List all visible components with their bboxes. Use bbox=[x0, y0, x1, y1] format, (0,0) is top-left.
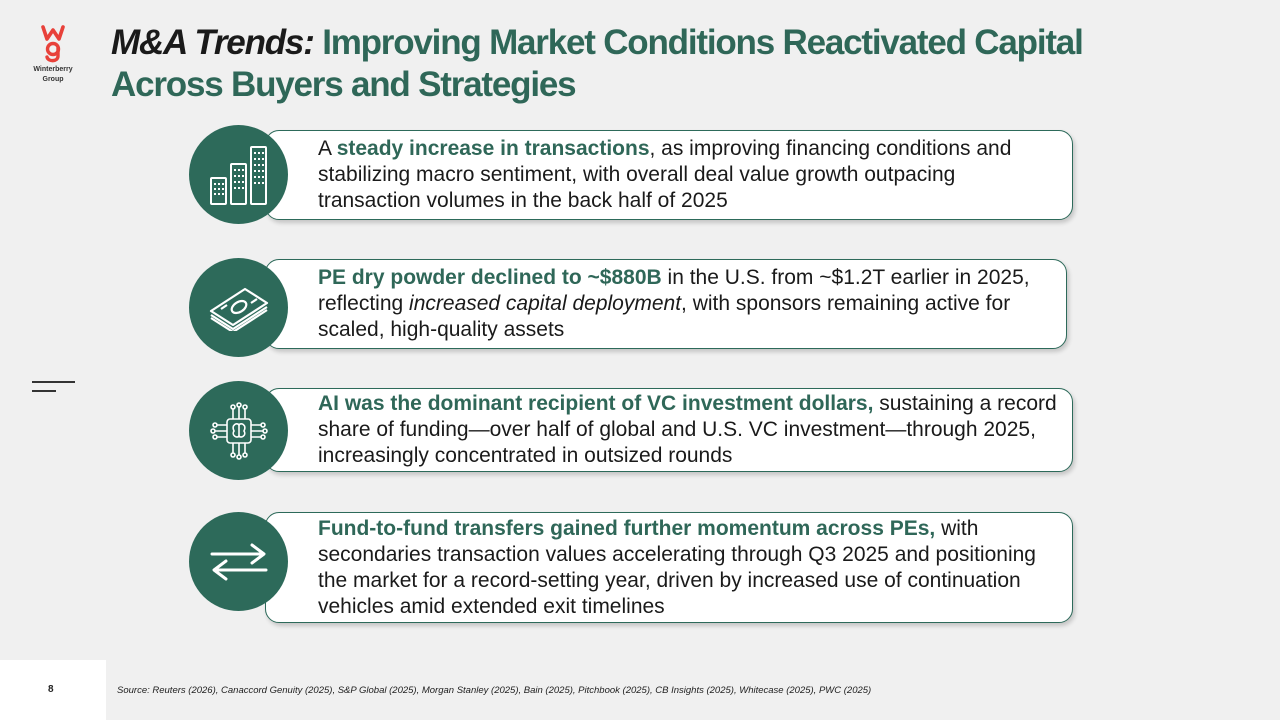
trend-italic: increased capital deployment bbox=[409, 292, 682, 315]
trend-icon-circle bbox=[189, 381, 288, 480]
trend-text-post: sustaining a record share of funding—ove… bbox=[318, 392, 1057, 467]
trend-card-4: Fund-to-fund transfers gained further mo… bbox=[265, 512, 1073, 623]
trend-highlight: steady increase in transactions bbox=[336, 137, 650, 160]
trend-card-1: A steady increase in transactions, as im… bbox=[265, 130, 1073, 220]
decorative-lines bbox=[32, 381, 75, 399]
trend-card-2: PE dry powder declined to ~$880B in the … bbox=[265, 259, 1067, 349]
trend-text-post: , with sponsors remaining active for sca… bbox=[318, 292, 1011, 341]
trend-text-pre: A bbox=[318, 137, 337, 160]
trend-text-mid: in the U.S. from ~$1.2T earlier in 2025,… bbox=[318, 266, 1030, 315]
trend-text-1: A steady increase in transactions, as im… bbox=[318, 136, 1062, 214]
title-line1-rest: Improving Market Conditions Reactivated … bbox=[322, 23, 1084, 62]
wg-logo-mark-icon bbox=[41, 25, 65, 63]
trend-text-2: PE dry powder declined to ~$880B in the … bbox=[318, 265, 1056, 343]
trend-highlight: AI was the dominant recipient of VC inve… bbox=[318, 392, 874, 415]
trend-text-4: Fund-to-fund transfers gained further mo… bbox=[318, 516, 1062, 620]
trend-icon-circle bbox=[189, 258, 288, 357]
logo-brand-line2: Group bbox=[42, 76, 64, 83]
trend-highlight: Fund-to-fund transfers gained further mo… bbox=[318, 516, 936, 540]
title-line2: Across Buyers and Strategies bbox=[111, 65, 577, 104]
trend-text-3: AI was the dominant recipient of VC inve… bbox=[318, 391, 1062, 469]
trend-highlight: PE dry powder declined to ~$880B bbox=[318, 266, 662, 289]
slide-title: M&A Trends: Improving Market Conditions … bbox=[111, 22, 1161, 106]
page-number-box bbox=[0, 660, 106, 720]
title-lead: M&A Trends: bbox=[111, 23, 315, 62]
ai-brain-circuit-icon bbox=[209, 401, 268, 460]
trend-text-post: , as improving financing conditions and … bbox=[318, 137, 1012, 212]
logo-brand-line1: Winterberry bbox=[33, 66, 73, 73]
transfer-arrows-icon bbox=[210, 543, 267, 580]
trend-icon-circle bbox=[189, 512, 288, 611]
winterberry-logo: Winterberry Group bbox=[28, 24, 78, 84]
page-number: 8 bbox=[48, 684, 54, 695]
buildings-icon bbox=[209, 145, 267, 205]
source-note: Source: Reuters (2026), Canaccord Genuit… bbox=[117, 685, 872, 696]
money-stack-icon bbox=[209, 287, 268, 331]
trend-card-3: AI was the dominant recipient of VC inve… bbox=[265, 388, 1073, 472]
trend-text-post: with secondaries transaction values acce… bbox=[318, 516, 1036, 618]
trend-icon-circle bbox=[189, 125, 288, 224]
